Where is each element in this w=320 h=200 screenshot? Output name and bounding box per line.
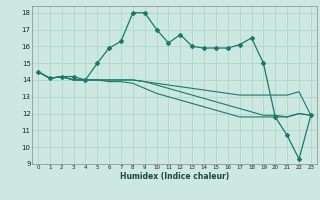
X-axis label: Humidex (Indice chaleur): Humidex (Indice chaleur)	[120, 172, 229, 181]
